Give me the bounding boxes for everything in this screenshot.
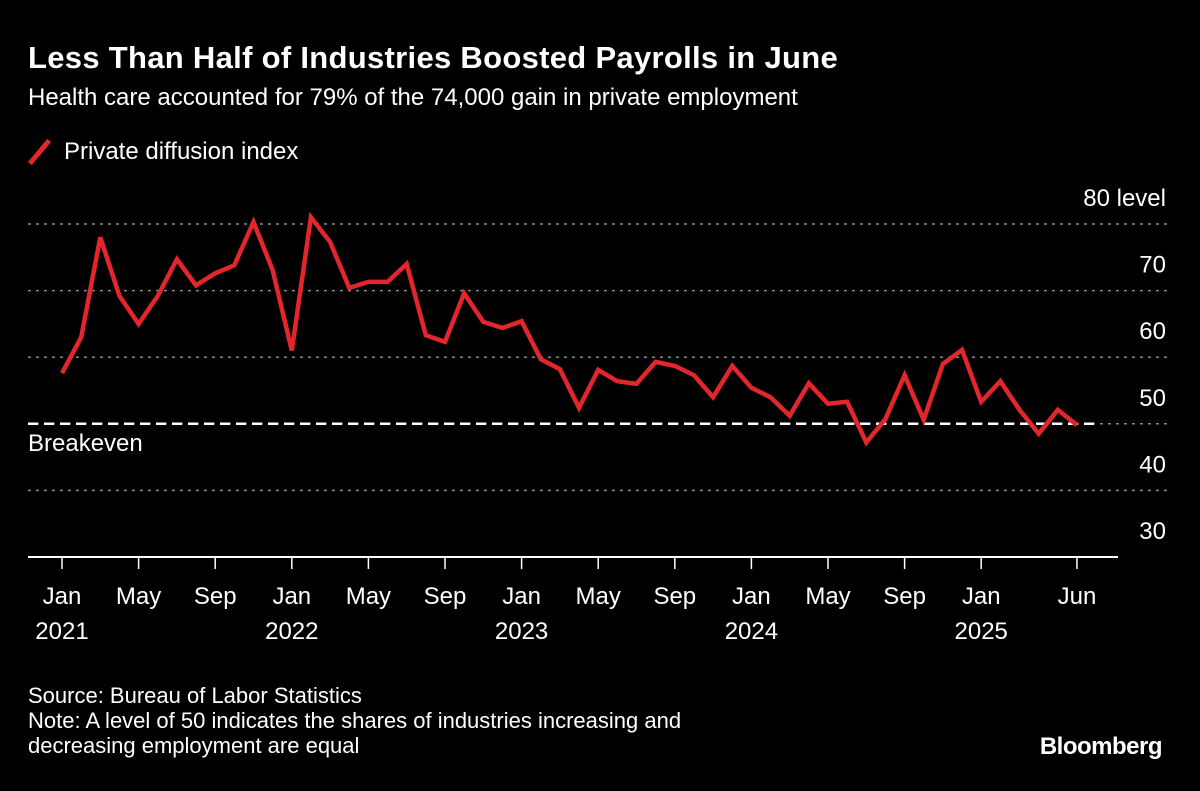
note-text-2: decreasing employment are equal: [28, 733, 360, 758]
x-tick-label: May: [805, 583, 850, 610]
x-tick-label: Jan: [962, 583, 1001, 610]
x-tick-year-label: 2022: [265, 618, 318, 645]
x-tick-label: Sep: [653, 583, 696, 610]
y-tick-label: 50: [1139, 385, 1166, 412]
y-tick-label: 70: [1139, 252, 1166, 279]
x-tick-label: Sep: [194, 583, 237, 610]
x-tick-label: May: [116, 583, 161, 610]
source-text: Source: Bureau of Labor Statistics: [28, 683, 362, 708]
y-tick-label: 30: [1139, 518, 1166, 545]
line-chart: 30 40 50 60 70 80 level Breakeven Jan 2021 May Sep…: [28, 185, 1168, 645]
bloomberg-logo: Bloomberg: [1039, 733, 1163, 760]
breakeven-label: Breakeven: [28, 430, 143, 457]
footnotes: Source: Bureau of Labor Statistics Note:…: [28, 683, 681, 758]
x-tick-label: Sep: [424, 583, 467, 610]
x-tick-label: Jun: [1058, 583, 1097, 610]
chart-title: Less Than Half of Industries Boosted Pay…: [28, 40, 839, 75]
x-tick-label: Jan: [43, 583, 82, 610]
y-tick-label: 80 level: [1083, 185, 1166, 212]
y-tick-label: 60: [1139, 318, 1166, 345]
x-tick-label: May: [576, 583, 621, 610]
x-tick-year-label: 2025: [955, 618, 1008, 645]
y-tick-label: 40: [1139, 451, 1166, 478]
x-tick-label: Sep: [883, 583, 926, 610]
x-tick-year-label: 2024: [725, 618, 778, 645]
x-tick-year-label: 2021: [35, 618, 88, 645]
x-tick-label: Jan: [272, 583, 311, 610]
x-tick-label: Jan: [732, 583, 771, 610]
x-tick-label: Jan: [502, 583, 541, 610]
note-text-1: Note: A level of 50 indicates the shares…: [28, 708, 682, 733]
legend: Private diffusion index: [28, 138, 298, 166]
x-tick-year-label: 2023: [495, 618, 548, 645]
legend-label: Private diffusion index: [64, 138, 299, 165]
x-tick-label: May: [346, 583, 391, 610]
series-line-private-diffusion-index: [60, 211, 1079, 447]
chart-subtitle: Health care accounted for 79% of the 74,…: [28, 84, 798, 111]
